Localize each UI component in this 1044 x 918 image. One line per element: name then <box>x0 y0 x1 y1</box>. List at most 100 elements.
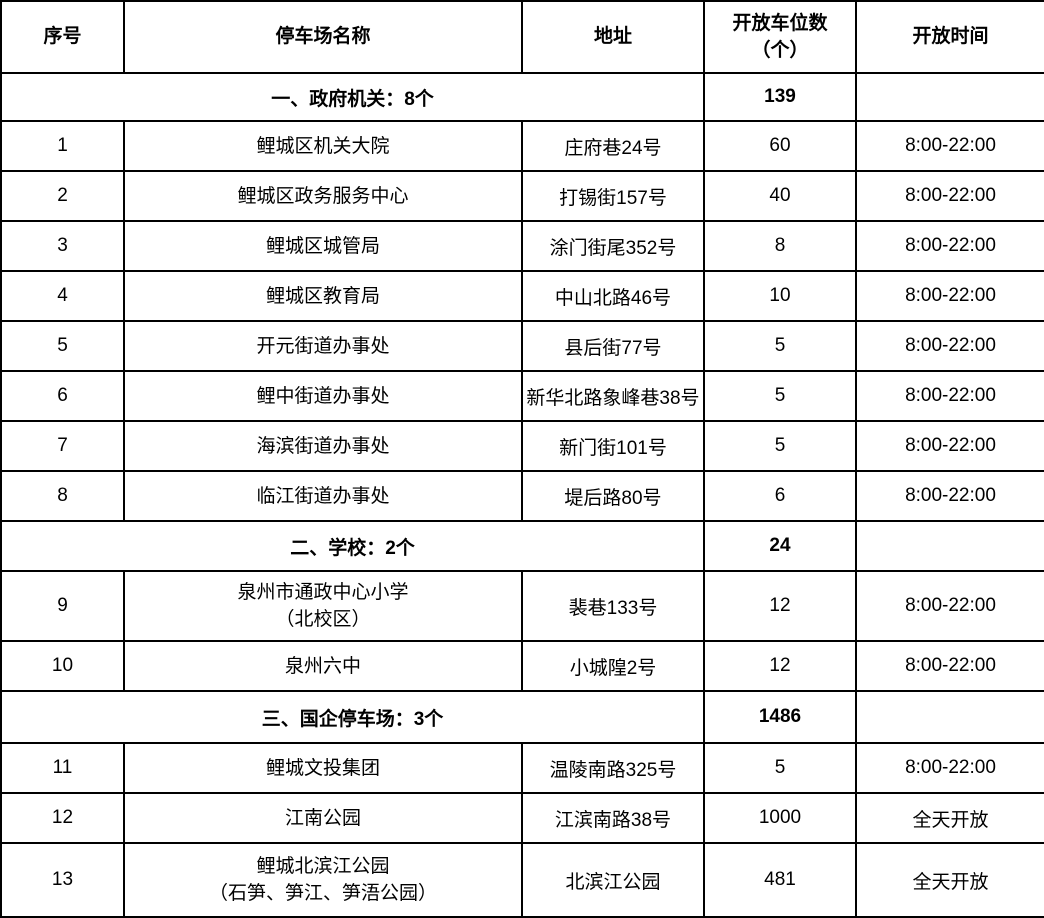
cell-name: 泉州市通政中心小学 （北校区） <box>123 570 523 642</box>
table-row: 8 临江街道办事处 堤后路80号 6 8:00-22:00 <box>0 470 1044 522</box>
table-row: 11 鲤城文投集团 温陵南路325号 5 8:00-22:00 <box>0 742 1044 794</box>
name-line: 临江街道办事处 <box>256 485 390 507</box>
cell-count: 5 <box>703 370 857 422</box>
name-line2: （石笋、笋江、笋浯公园） <box>208 883 437 904</box>
section-row-government: 一、政府机关：8个 139 <box>0 72 1044 122</box>
header-cell-name: 停车场名称 <box>123 0 523 74</box>
cell-time: 8:00-22:00 <box>855 270 1044 322</box>
table-header-row: 序号 停车场名称 地址 开放车位数 （个） 开放时间 <box>0 0 1044 74</box>
cell-name: 开元街道办事处 <box>123 320 523 372</box>
cell-time: 8:00-22:00 <box>855 320 1044 372</box>
cell-count: 60 <box>703 120 857 172</box>
name-line: 开元街道办事处 <box>256 335 390 357</box>
cell-time: 8:00-22:00 <box>855 470 1044 522</box>
cell-no: 2 <box>0 170 125 222</box>
table-row: 2 鲤城区政务服务中心 打锡街157号 40 8:00-22:00 <box>0 170 1044 222</box>
cell-name: 泉州六中 <box>123 640 523 692</box>
section-total: 1486 <box>703 690 857 744</box>
cell-time: 全天开放 <box>855 792 1044 844</box>
cell-name: 临江街道办事处 <box>123 470 523 522</box>
table-row: 6 鲤中街道办事处 新华北路象峰巷38号 5 8:00-22:00 <box>0 370 1044 422</box>
cell-count: 40 <box>703 170 857 222</box>
cell-count: 5 <box>703 742 857 794</box>
cell-time: 8:00-22:00 <box>855 570 1044 642</box>
cell-time: 8:00-22:00 <box>855 120 1044 172</box>
name-line: 鲤中街道办事处 <box>256 385 390 407</box>
header-cell-no: 序号 <box>0 0 125 74</box>
section-row-schools: 二、学校：2个 24 <box>0 520 1044 572</box>
cell-count: 5 <box>703 420 857 472</box>
name-line: 鲤城区机关大院 <box>256 135 390 157</box>
name-line: 鲤城北滨江公园 <box>256 856 390 877</box>
cell-count: 1000 <box>703 792 857 844</box>
cell-time: 8:00-22:00 <box>855 170 1044 222</box>
header-count-line2: （个） <box>751 40 809 61</box>
cell-name: 鲤城文投集团 <box>123 742 523 794</box>
cell-name: 江南公园 <box>123 792 523 844</box>
cell-name: 鲤城区城管局 <box>123 220 523 272</box>
cell-address: 北滨江公园 <box>521 842 705 918</box>
cell-name: 鲤城北滨江公园 （石笋、笋江、笋浯公园） <box>123 842 523 918</box>
cell-address: 江滨南路38号 <box>521 792 705 844</box>
cell-address: 裴巷133号 <box>521 570 705 642</box>
table-row: 9 泉州市通政中心小学 （北校区） 裴巷133号 12 8:00-22:00 <box>0 570 1044 642</box>
header-count-line1: 开放车位数 <box>732 13 828 34</box>
table-row: 1 鲤城区机关大院 庄府巷24号 60 8:00-22:00 <box>0 120 1044 172</box>
cell-no: 13 <box>0 842 125 918</box>
cell-no: 12 <box>0 792 125 844</box>
table-row: 5 开元街道办事处 县后街77号 5 8:00-22:00 <box>0 320 1044 372</box>
cell-address: 县后街77号 <box>521 320 705 372</box>
cell-no: 9 <box>0 570 125 642</box>
section-empty-cell <box>855 690 1044 744</box>
section-total: 139 <box>703 72 857 122</box>
name-line: 海滨街道办事处 <box>256 435 390 457</box>
cell-address: 庄府巷24号 <box>521 120 705 172</box>
cell-time: 8:00-22:00 <box>855 640 1044 692</box>
cell-address: 小城隍2号 <box>521 640 705 692</box>
cell-no: 6 <box>0 370 125 422</box>
cell-count: 481 <box>703 842 857 918</box>
name-line: 江南公园 <box>284 807 361 829</box>
cell-name: 鲤城区机关大院 <box>123 120 523 172</box>
name-line: 泉州市通政中心小学 <box>237 582 409 603</box>
cell-no: 4 <box>0 270 125 322</box>
cell-count: 8 <box>703 220 857 272</box>
header-cell-count: 开放车位数 （个） <box>703 0 857 74</box>
cell-no: 7 <box>0 420 125 472</box>
section-total: 24 <box>703 520 857 572</box>
cell-no: 8 <box>0 470 125 522</box>
cell-address: 涂门街尾352号 <box>521 220 705 272</box>
cell-count: 6 <box>703 470 857 522</box>
cell-no: 11 <box>0 742 125 794</box>
cell-time: 8:00-22:00 <box>855 420 1044 472</box>
cell-name: 鲤中街道办事处 <box>123 370 523 422</box>
name-line: 鲤城区政务服务中心 <box>237 185 409 207</box>
cell-time: 8:00-22:00 <box>855 220 1044 272</box>
cell-time: 全天开放 <box>855 842 1044 918</box>
cell-time: 8:00-22:00 <box>855 370 1044 422</box>
name-line: 鲤城文投集团 <box>265 757 380 779</box>
cell-time: 8:00-22:00 <box>855 742 1044 794</box>
section-title: 三、国企停车场：3个 <box>0 690 705 744</box>
header-cell-address: 地址 <box>521 0 705 74</box>
table-row: 4 鲤城区教育局 中山北路46号 10 8:00-22:00 <box>0 270 1044 322</box>
section-title: 一、政府机关：8个 <box>0 72 705 122</box>
section-empty-cell <box>855 72 1044 122</box>
cell-count: 5 <box>703 320 857 372</box>
cell-address: 温陵南路325号 <box>521 742 705 794</box>
table-row: 13 鲤城北滨江公园 （石笋、笋江、笋浯公园） 北滨江公园 481 全天开放 <box>0 842 1044 918</box>
cell-count: 10 <box>703 270 857 322</box>
cell-address: 堤后路80号 <box>521 470 705 522</box>
section-empty-cell <box>855 520 1044 572</box>
name-line: 鲤城区城管局 <box>265 235 380 257</box>
table-row: 7 海滨街道办事处 新门街101号 5 8:00-22:00 <box>0 420 1044 472</box>
section-row-state-enterprises: 三、国企停车场：3个 1486 <box>0 690 1044 744</box>
cell-address: 中山北路46号 <box>521 270 705 322</box>
cell-address: 新华北路象峰巷38号 <box>521 370 705 422</box>
cell-name: 海滨街道办事处 <box>123 420 523 472</box>
cell-no: 3 <box>0 220 125 272</box>
cell-name: 鲤城区教育局 <box>123 270 523 322</box>
header-cell-time: 开放时间 <box>855 0 1044 74</box>
